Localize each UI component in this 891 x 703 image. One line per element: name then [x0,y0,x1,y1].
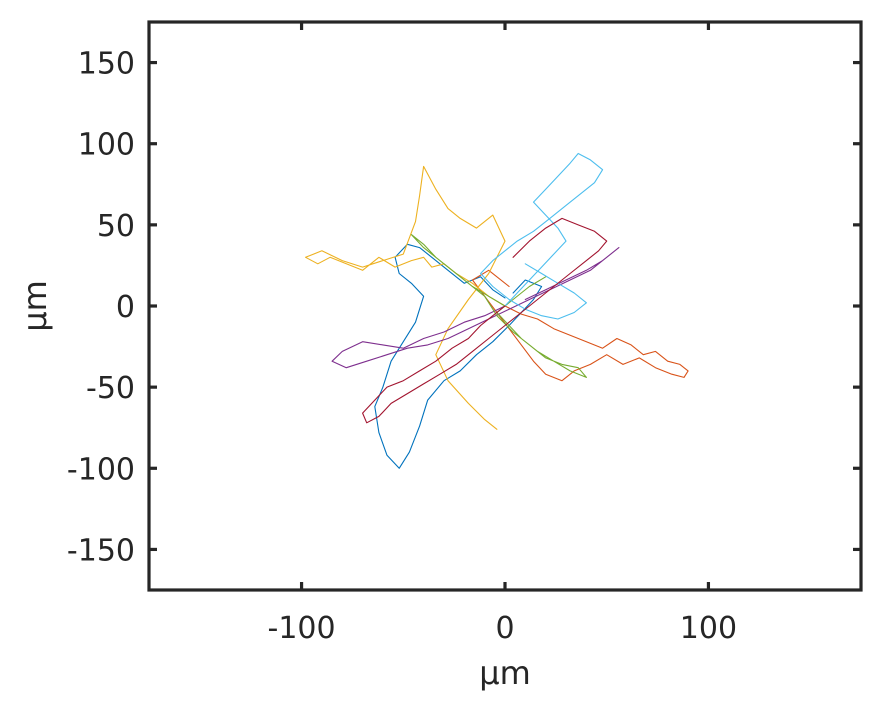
trajectory-series-7 [362,217,608,424]
y-tick-label: -100 [67,452,135,487]
y-tick-label: 150 [78,47,135,82]
trajectory-series-3 [305,165,506,430]
y-tick-label: 100 [78,128,135,163]
trajectory-series-4 [331,247,620,369]
x-tick-label: 100 [680,611,737,646]
trajectory-series-1 [374,243,543,469]
y-tick-label: -150 [67,533,135,568]
trajectory-series-6 [480,152,604,320]
x-tick-label: 0 [495,611,514,646]
x-tick-label: -100 [268,611,336,646]
trajectory-series-5 [410,234,587,378]
trajectory-traces [305,152,689,469]
y-tick-label: 50 [97,209,135,244]
y-tick-label: 0 [116,290,135,325]
trajectory-series-2 [471,269,689,382]
y-axis-label: μm [16,280,54,332]
y-tick-label: -50 [86,371,135,406]
x-axis-label: μm [479,654,531,692]
tick-labels: -100 0 100 -150 -100 -50 0 50 100 150 [67,47,737,646]
tick-marks [149,22,861,590]
